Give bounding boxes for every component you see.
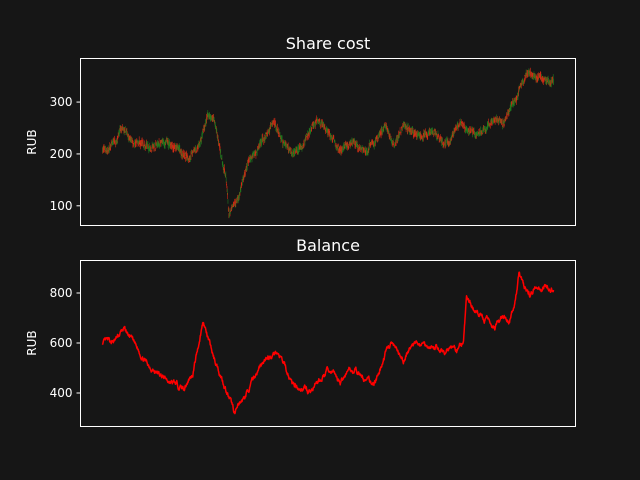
balance-ylabel: RUB (25, 330, 39, 355)
balance-panel: Balance RUB 400 600 800 (25, 236, 576, 427)
share-cost-panel: Share cost RUB 100 200 300 (25, 34, 576, 226)
balance-title: Balance (296, 236, 360, 255)
balance-y-ticks: 400 600 800 (50, 286, 81, 400)
share-cost-y-tick-label: 300 (50, 95, 73, 109)
share-cost-y-ticks: 100 200 300 (50, 95, 81, 213)
balance-y-tick-label: 400 (50, 386, 73, 400)
balance-y-tick-label: 600 (50, 336, 73, 350)
balance-series (101, 271, 555, 415)
share-cost-ylabel: RUB (25, 129, 39, 154)
share-cost-candles (102, 67, 554, 219)
share-cost-y-tick-label: 100 (50, 199, 73, 213)
balance-axes-frame (80, 260, 576, 427)
balance-line (101, 271, 555, 415)
share-cost-title: Share cost (286, 34, 370, 53)
balance-y-tick-label: 800 (50, 286, 73, 300)
share-cost-axes-frame (80, 58, 576, 226)
share-cost-y-tick-label: 200 (50, 147, 73, 161)
